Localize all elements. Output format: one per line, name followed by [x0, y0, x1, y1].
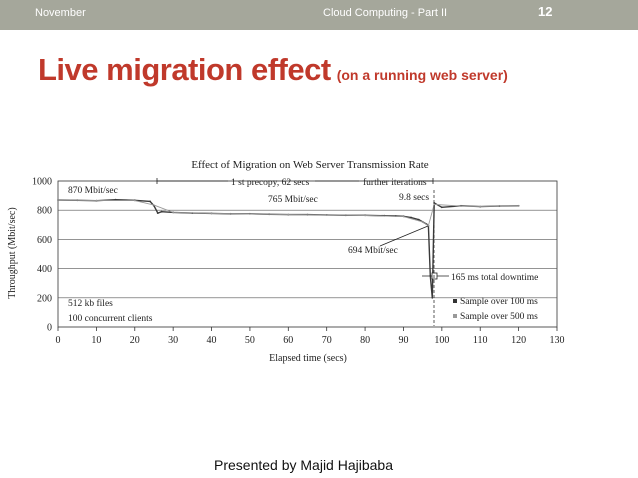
data-point [95, 199, 98, 202]
footer-presenter: Presented by Majid Hajibaba [214, 457, 393, 473]
data-point [153, 204, 155, 206]
annotation-870: 870 Mbit/sec [68, 186, 118, 196]
data-point [326, 214, 328, 216]
data-point [440, 206, 443, 209]
slide-title-row: Live migration effect (on a running web s… [38, 52, 508, 88]
data-point [114, 198, 117, 201]
annotation-765: 765 Mbit/sec [268, 195, 318, 205]
x-tick-label: 30 [168, 335, 178, 346]
data-point [156, 212, 159, 214]
x-tick-label: 90 [398, 335, 408, 346]
data-point [431, 296, 434, 299]
y-ticks: 0 200 400 600 800 1000 [32, 177, 52, 334]
x-tick-label: 60 [283, 335, 293, 346]
y-tick-label: 0 [47, 323, 52, 334]
annotation-9-8-secs: 9.8 secs [399, 193, 429, 203]
chart-title: Effect of Migration on Web Server Transm… [191, 159, 428, 171]
x-tick-label: 110 [473, 335, 488, 346]
y-tick-label: 800 [37, 206, 52, 217]
annotation-further-iterations: further iterations [363, 177, 427, 188]
data-point [210, 212, 213, 215]
x-tick-label: 80 [360, 335, 370, 346]
y-axis-label: Throughput (Mbit/sec) [7, 207, 18, 298]
legend-swatch-500ms [453, 314, 457, 318]
annotation-694-pointer [379, 225, 429, 247]
data-point [249, 213, 251, 215]
annotations: 870 Mbit/sec 765 Mbit/sec 694 Mbit/sec 1… [68, 177, 538, 326]
annotation-694: 694 Mbit/sec [348, 246, 398, 256]
slide-subtitle: (on a running web server) [336, 67, 508, 83]
header-date: November [35, 7, 86, 19]
x-axis-label: Elapsed time (secs) [269, 353, 347, 364]
data-point [460, 205, 462, 207]
x-tick-label: 40 [207, 335, 217, 346]
annotation-clients: 100 concurrent clients [68, 314, 153, 324]
downtime-marker [431, 272, 438, 280]
data-point [517, 205, 520, 207]
data-point [134, 199, 136, 202]
x-tick-label: 0 [56, 335, 61, 346]
y-tick-label: 400 [37, 264, 52, 275]
slide-title: Live migration effect [38, 52, 331, 87]
x-tick-label: 100 [434, 335, 449, 346]
data-point [410, 216, 412, 219]
grid-lines [57, 180, 558, 328]
x-tick-label: 120 [511, 335, 526, 346]
data-point [427, 225, 430, 227]
data-point [402, 215, 405, 218]
y-tick-label: 600 [37, 235, 52, 246]
header-course: Cloud Computing - Part II [323, 7, 448, 19]
x-ticks: 0 10 20 30 40 50 60 70 80 90 100 110 120 130 [56, 327, 565, 346]
x-tick-label: 50 [245, 335, 255, 346]
series-group [57, 198, 520, 299]
data-point [172, 211, 174, 214]
y-tick-label: 1000 [32, 177, 52, 188]
legend-label-500ms: Sample over 500 ms [460, 312, 538, 322]
data-point [287, 213, 289, 216]
legend-label-100ms: Sample over 100 ms [460, 297, 538, 307]
annotation-downtime: 165 ms total downtime [451, 273, 538, 283]
x-tick-label: 10 [91, 335, 101, 346]
x-tick-label: 70 [322, 335, 332, 346]
annotation-precopy: 1 st precopy, 62 secs [231, 178, 310, 188]
data-point [433, 203, 435, 206]
data-point [422, 221, 424, 223]
annotation-files: 512 kb files [68, 298, 113, 309]
header-bar [0, 0, 638, 30]
y-tick-label: 200 [37, 293, 52, 304]
x-tick-label: 20 [130, 335, 140, 346]
data-point [364, 214, 366, 217]
legend-swatch-100ms [453, 299, 457, 303]
migration-chart: Effect of Migration on Web Server Transm… [7, 159, 565, 364]
slide-number: 12 [538, 4, 553, 19]
data-point [57, 199, 59, 201]
data-point [149, 200, 152, 203]
data-point [417, 218, 420, 221]
x-tick-label: 130 [550, 335, 565, 346]
data-point [160, 210, 163, 213]
data-point [479, 205, 481, 208]
legend: Sample over 100 ms Sample over 500 ms [453, 297, 538, 322]
